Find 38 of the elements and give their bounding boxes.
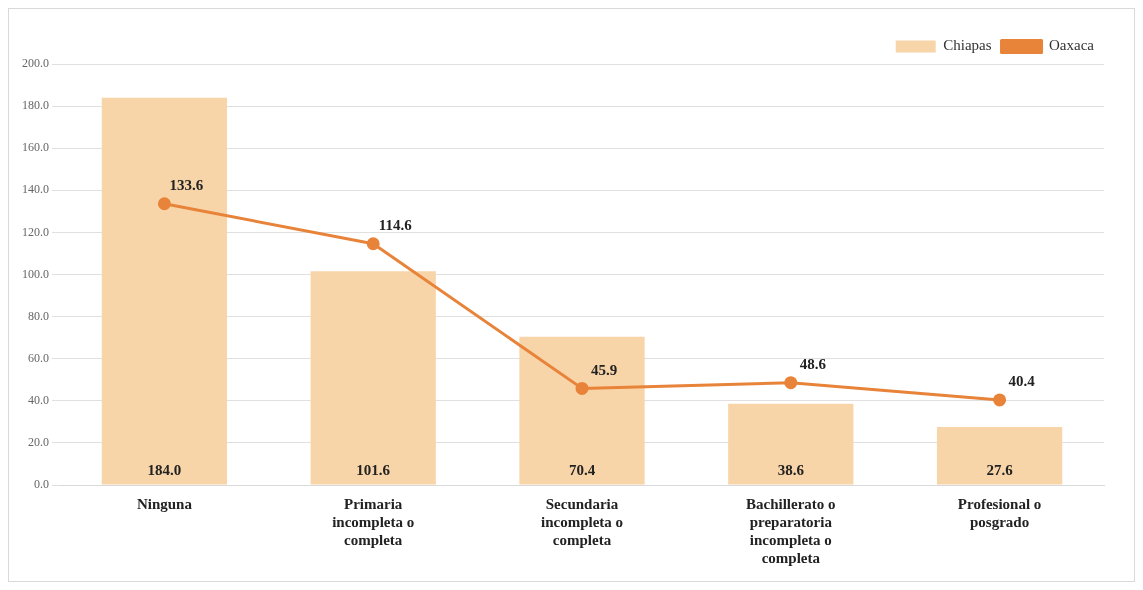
legend-label: Chiapas [943, 37, 992, 54]
x-tick-label: Ninguna [136, 495, 193, 512]
y-tick-label: 140.0 [22, 182, 49, 197]
x-tick-label: Primaria incompleta o completa [332, 495, 415, 548]
data-label: 27.6 [986, 462, 1014, 479]
data-label: 45.9 [590, 361, 618, 378]
y-tick-label: 60.0 [28, 350, 49, 365]
x-tick-label: Profesional o posgrado [957, 495, 1042, 530]
point [784, 376, 798, 390]
x-tick-label: Bachillerato o preparatoria incompleta o completa [746, 495, 836, 566]
y-tick-label: 120.0 [22, 224, 49, 239]
y-tick-label: 40.0 [28, 392, 49, 407]
point [366, 237, 380, 251]
bar [519, 336, 645, 485]
data-label: 133.6 [169, 177, 204, 194]
bar [936, 426, 1063, 485]
legend-label: Oaxaca [1049, 37, 1095, 54]
data-label: 70.4 [568, 462, 596, 479]
point [157, 197, 171, 211]
data-label: 114.6 [378, 217, 413, 234]
point [575, 381, 589, 395]
bar [310, 271, 436, 485]
y-tick-label: 0.0 [34, 477, 49, 492]
data-label: 184.0 [147, 462, 182, 479]
x-tick-label: Secundaria incompleta o completa [540, 495, 624, 548]
y-tick-label: 100.0 [22, 266, 49, 281]
data-label: 48.6 [799, 356, 827, 373]
y-tick-label: 80.0 [28, 308, 49, 323]
y-tick-label: 20.0 [28, 435, 49, 450]
y-tick-label: 200.0 [22, 56, 49, 71]
data-label: 38.6 [777, 462, 805, 479]
y-tick-label: 180.0 [22, 98, 49, 113]
point [993, 393, 1007, 407]
data-label: 101.6 [356, 462, 391, 479]
y-tick-label: 160.0 [22, 140, 49, 155]
bar [101, 97, 228, 485]
data-label: 40.4 [1008, 373, 1036, 390]
bar [728, 403, 854, 485]
